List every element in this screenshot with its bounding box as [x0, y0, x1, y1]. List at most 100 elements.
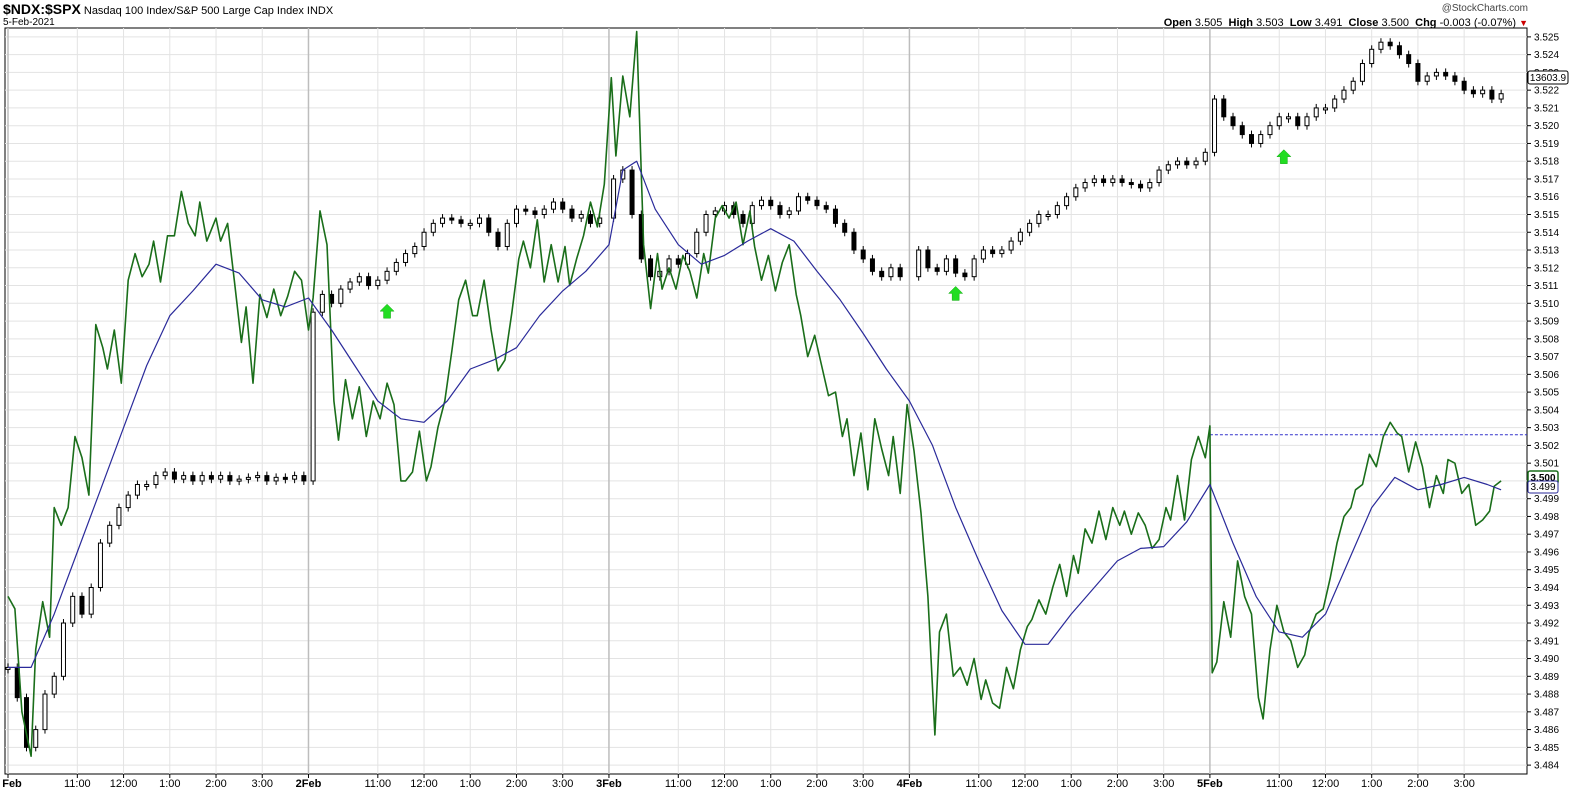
candle — [953, 258, 959, 274]
candle — [227, 475, 233, 482]
right-price-value: 13603.9 — [1530, 73, 1567, 84]
y-tick-label: 3.522 — [1534, 86, 1559, 97]
up-arrow-icon — [1276, 149, 1292, 164]
candle — [218, 475, 224, 480]
y-tick-label: 3.524 — [1534, 50, 1559, 61]
candle — [629, 169, 635, 216]
y-tick-label: 3.513 — [1534, 246, 1559, 257]
y-tick-label: 3.489 — [1534, 672, 1559, 683]
date-label: 5-Feb-2021 — [3, 17, 55, 28]
candle — [888, 267, 894, 278]
candle — [1295, 116, 1301, 127]
candle — [532, 210, 538, 215]
chg-value: -0.003 (-0.07%) — [1439, 17, 1517, 29]
y-tick-label: 3.484 — [1534, 761, 1559, 772]
chg-label: Chg — [1415, 17, 1437, 29]
candle — [1489, 89, 1495, 100]
ratio-close-value: 3.500 — [1530, 473, 1555, 484]
candle — [255, 475, 261, 479]
candle — [1313, 107, 1319, 118]
candle — [292, 475, 298, 480]
description-label: Nasdaq 100 Index/S&P 500 Large Cap Index — [83, 5, 304, 17]
y-tick-label: 3.511 — [1534, 281, 1559, 292]
y-tick-label: 3.504 — [1534, 405, 1559, 416]
candle — [1341, 89, 1347, 100]
candle — [301, 475, 307, 482]
candle — [319, 293, 325, 313]
y-tick-label: 3.520 — [1534, 121, 1559, 132]
x-tick-label: 2Feb — [296, 778, 322, 790]
candle — [740, 214, 746, 224]
candle — [79, 595, 85, 615]
candle — [1480, 89, 1486, 95]
candle — [144, 483, 150, 487]
x-tick-label: 11:00 — [64, 778, 91, 790]
candle — [694, 231, 700, 255]
candle — [116, 507, 122, 526]
candle — [513, 208, 519, 224]
candle — [190, 475, 196, 482]
x-tick-label: 11:00 — [965, 778, 992, 790]
x-tick-label: 3:00 — [252, 778, 273, 790]
candle — [786, 210, 792, 215]
candle — [999, 249, 1005, 255]
x-tick-label: 1:00 — [159, 778, 180, 790]
price-line — [7, 30, 1502, 757]
candle — [1184, 160, 1190, 166]
close-label: Close — [1348, 17, 1379, 29]
candle — [1156, 169, 1162, 184]
x-tick-label: 11:00 — [665, 778, 692, 790]
candle — [495, 231, 501, 247]
y-tick-label: 3.492 — [1534, 619, 1559, 630]
candle — [1285, 116, 1291, 120]
candle — [162, 471, 168, 477]
y-tick-label: 3.519 — [1534, 139, 1559, 150]
candle — [310, 311, 316, 482]
high-value: 3.503 — [1256, 17, 1284, 29]
candle — [990, 249, 996, 255]
y-tick-label: 3.493 — [1534, 601, 1559, 612]
y-tick-label: 3.503 — [1534, 423, 1559, 434]
candle — [851, 231, 857, 251]
x-tick-label: 11:00 — [1266, 778, 1293, 790]
candle — [199, 475, 205, 482]
candle — [1036, 214, 1042, 224]
candle — [1147, 182, 1153, 189]
y-tick-label: 3.485 — [1534, 743, 1559, 754]
arrows — [379, 149, 1292, 319]
candle — [541, 208, 547, 216]
candle — [1433, 71, 1439, 77]
candle — [356, 276, 362, 283]
candle — [1128, 182, 1134, 186]
candle — [1461, 80, 1467, 91]
candle — [236, 478, 242, 482]
y-tick-label: 3.507 — [1534, 352, 1559, 363]
candle — [1470, 89, 1476, 95]
candle — [1415, 63, 1421, 82]
candle — [666, 258, 672, 272]
candle — [375, 279, 381, 287]
candle — [504, 222, 510, 247]
candle — [962, 272, 968, 278]
x-tick-label: 3:00 — [852, 778, 873, 790]
candle — [125, 494, 131, 509]
candle — [181, 475, 187, 480]
candle — [1110, 178, 1116, 184]
close-value: 3.500 — [1381, 17, 1409, 29]
candle — [1202, 151, 1208, 162]
candle — [51, 675, 57, 695]
y-tick-label: 3.501 — [1534, 459, 1559, 470]
candle — [1193, 160, 1199, 166]
candle — [925, 249, 931, 269]
candle — [1239, 125, 1245, 136]
candle — [768, 199, 774, 207]
x-tick-label: 12:00 — [711, 778, 739, 790]
x-tick-label: Feb — [2, 778, 22, 790]
open-label: Open — [1163, 17, 1192, 29]
candle — [712, 210, 718, 215]
candle — [107, 524, 113, 544]
candle — [860, 249, 866, 260]
low-label: Low — [1289, 17, 1312, 29]
candle — [1359, 63, 1365, 82]
